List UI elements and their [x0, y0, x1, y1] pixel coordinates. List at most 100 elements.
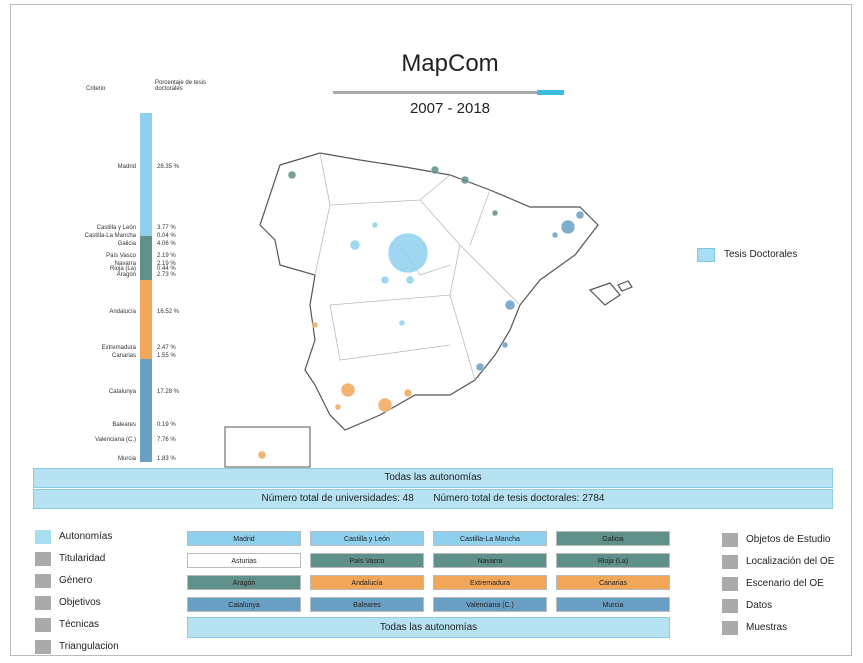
menu-label: Género: [59, 575, 93, 586]
menu-item[interactable]: Objetos de Estudio: [722, 532, 831, 548]
criteria-segment: [140, 269, 152, 281]
menu-item[interactable]: Escenario del OE: [722, 576, 824, 592]
criteria-percent: 28.35 %: [157, 164, 180, 171]
criteria-segment: [140, 425, 152, 455]
menu-item[interactable]: Triangulacion: [35, 639, 119, 655]
region-button[interactable]: Madrid: [187, 531, 301, 546]
region-button[interactable]: Valenciana (C.): [433, 597, 547, 612]
menu-icon: [35, 618, 51, 632]
menu-icon: [722, 533, 738, 547]
criteria-percent: 3.77 %: [157, 225, 176, 232]
criteria-name: Baleares: [112, 422, 136, 428]
criteria-segment: [140, 352, 152, 359]
criteria-segment: [140, 455, 152, 462]
map: [224, 152, 633, 468]
menu-label: Escenario del OE: [746, 578, 824, 589]
region-button[interactable]: Rioja (La): [556, 553, 670, 568]
menu-icon: [35, 596, 51, 610]
menu-item[interactable]: Técnicas: [35, 617, 99, 633]
menu-icon: [35, 552, 51, 566]
menu-label: Objetos de Estudio: [746, 534, 831, 545]
criteria-header: Criterio: [86, 86, 106, 92]
criteria-percent: 4.06 %: [157, 240, 176, 247]
criteria-percent: 17.28 %: [157, 388, 180, 395]
theses-count: Número total de tesis doctorales: 2784: [433, 493, 605, 504]
percent-header: Porcentaje de tesis doctorales: [155, 80, 207, 92]
criteria-name: Castilla-La Mancha: [84, 232, 136, 239]
criteria-name: Valenciana (C.): [95, 437, 136, 444]
menu-icon: [35, 530, 51, 544]
criteria-name: Galicia: [117, 240, 136, 247]
region-button[interactable]: Aragón: [187, 575, 301, 590]
region-button[interactable]: Extremadura: [433, 575, 547, 590]
criteria-name: Andalucía: [109, 308, 136, 315]
criteria-segment: [140, 280, 152, 344]
slider-handle[interactable]: [537, 90, 564, 95]
menu-item[interactable]: Autonomías: [35, 529, 112, 545]
menu-icon: [35, 640, 51, 654]
criteria-segment: [140, 343, 152, 353]
region-button[interactable]: Andalucía: [310, 575, 424, 590]
criteria-name: Murcia: [117, 455, 136, 462]
menu-item[interactable]: Localización del OE: [722, 554, 834, 570]
region-button[interactable]: Baleares: [310, 597, 424, 612]
menu-label: Muestras: [746, 622, 788, 633]
region-button[interactable]: Murcia: [556, 597, 670, 612]
title: MapCom: [401, 50, 499, 77]
menu-label: Datos: [746, 600, 773, 611]
criteria-segment: [140, 424, 152, 426]
criteria-segment: [140, 358, 152, 425]
region-button[interactable]: Asturias: [187, 553, 301, 568]
menu-item[interactable]: Datos: [722, 598, 772, 614]
region-button[interactable]: Castilla y León: [310, 531, 424, 546]
legend-swatch: [697, 248, 715, 262]
criteria-percent: 1.55 %: [157, 352, 176, 359]
criteria-name: País Vasco: [106, 252, 136, 259]
criteria-segment: [140, 251, 152, 260]
menu-label: Objetivos: [59, 597, 101, 608]
menu-icon: [722, 621, 738, 635]
region-button[interactable]: Navarra: [433, 553, 547, 568]
criteria-name: Rioja (La): [109, 265, 136, 272]
criteria-percent: 7.76 %: [157, 437, 176, 444]
peninsula: [259, 152, 599, 431]
criteria-percent: 0.44 %: [157, 265, 176, 272]
criteria-percent: 2.19 %: [157, 252, 176, 259]
criteria-name: Navarra: [114, 260, 136, 267]
menu-item[interactable]: Género: [35, 573, 92, 589]
menu-icon: [722, 577, 738, 591]
criteria-percent: 0.04 %: [157, 232, 176, 239]
criteria-name: Catalunya: [108, 388, 136, 395]
all-regions-button[interactable]: Todas las autonomías: [187, 617, 670, 638]
menu-label: Triangulacion: [59, 641, 119, 652]
universities-count: Número total de universidades: 48: [261, 493, 414, 504]
criteria-percent: 16.52 %: [157, 308, 180, 315]
criteria-percent: 2.47 %: [157, 345, 176, 351]
menu-item[interactable]: Muestras: [722, 620, 787, 636]
criteria-percent: 2.73 %: [157, 271, 176, 278]
baleares: [588, 282, 621, 306]
menu-icon: [722, 555, 738, 569]
time-slider[interactable]: [333, 91, 563, 94]
legend-label: Tesis Doctorales: [724, 249, 798, 260]
menu-label: Técnicas: [59, 619, 100, 630]
menorca: [617, 280, 633, 292]
menu-label: Localización del OE: [746, 556, 835, 567]
region-button[interactable]: Galicia: [556, 531, 670, 546]
criteria-segment: [140, 235, 152, 252]
region-button[interactable]: Canarias: [556, 575, 670, 590]
region-button[interactable]: Castilla-La Mancha: [433, 531, 547, 546]
region-button[interactable]: Catalunya: [187, 597, 301, 612]
menu-icon: [35, 574, 51, 588]
region-button[interactable]: País Vasco: [310, 553, 424, 568]
criteria-name: Castilla y León: [96, 225, 136, 232]
criteria-segment: [140, 221, 152, 236]
criteria-segment: [140, 113, 152, 222]
criteria-segment: [140, 268, 152, 270]
menu-item[interactable]: Titularidad: [35, 551, 105, 567]
menu-item[interactable]: Objetivos: [35, 595, 101, 611]
criteria-segment: [140, 259, 152, 269]
criteria-name: Extremadura: [101, 345, 136, 351]
criteria-percent: 0.19 %: [157, 422, 176, 428]
